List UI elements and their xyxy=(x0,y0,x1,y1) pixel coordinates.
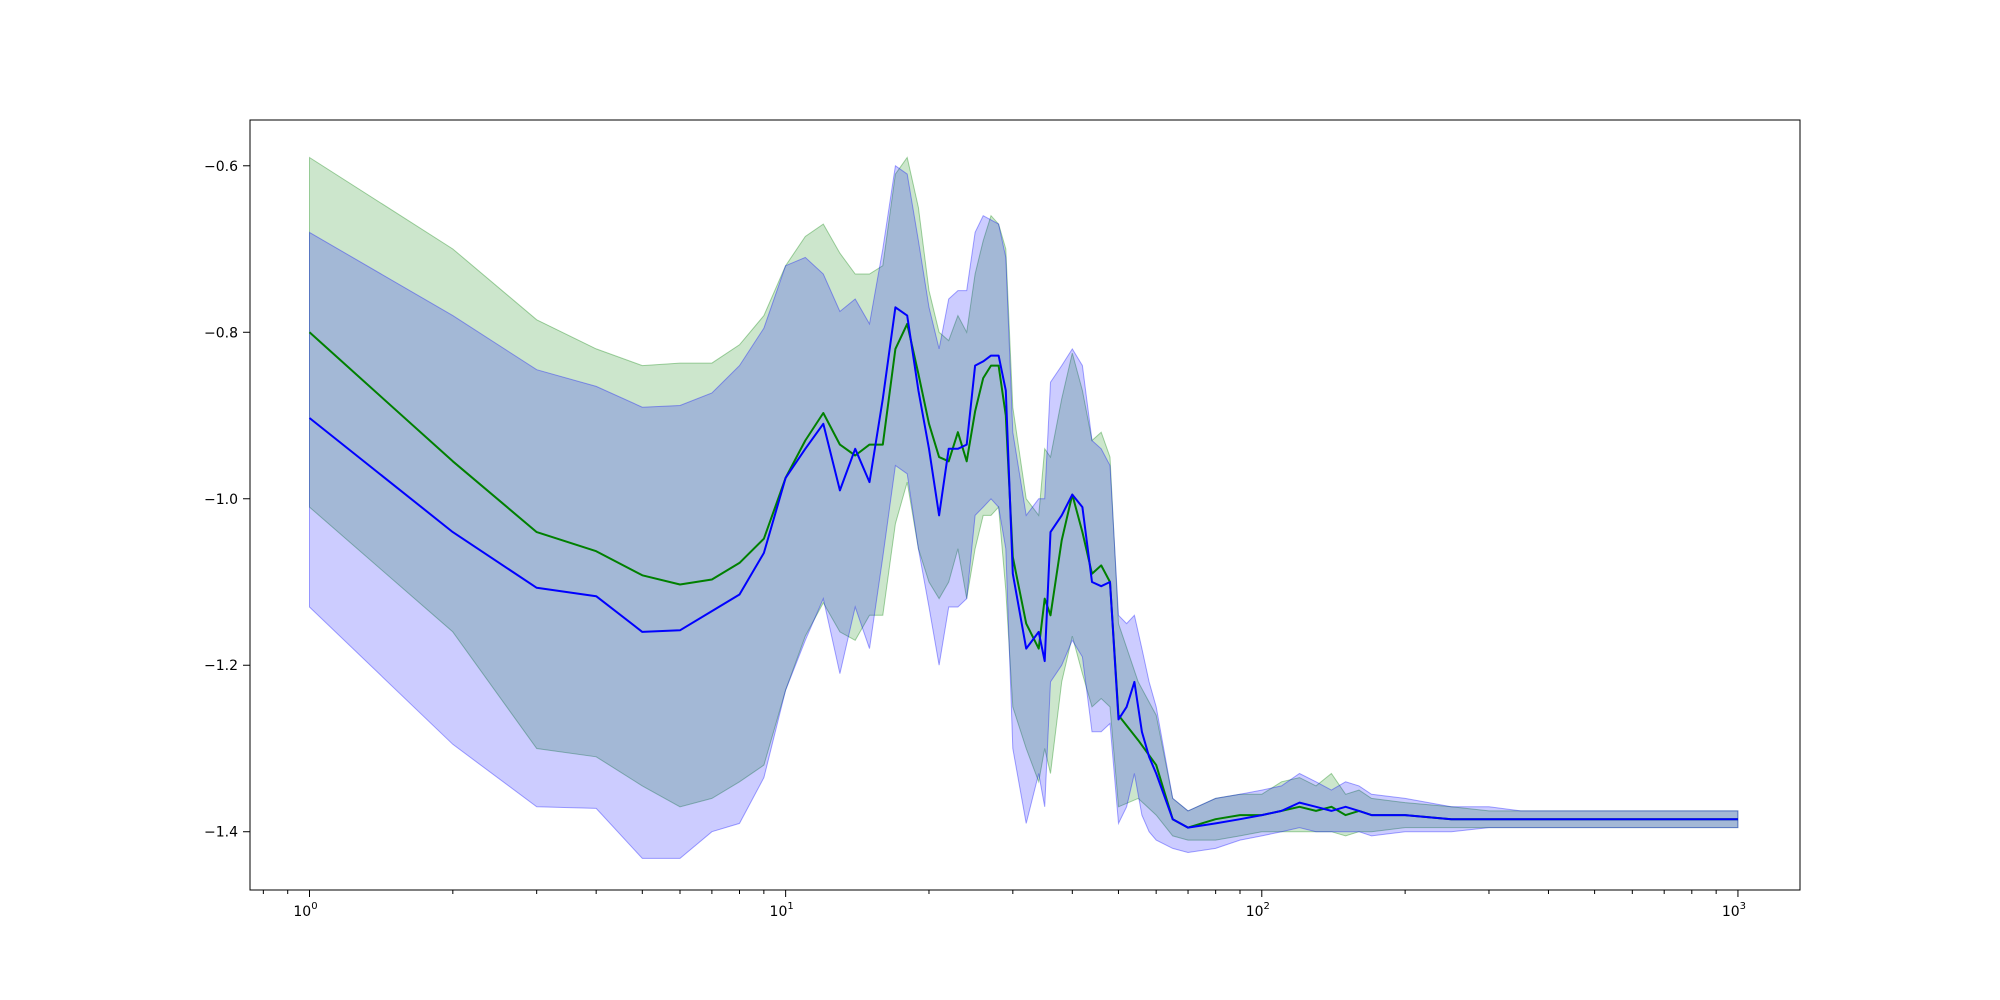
y-axis: −0.6 −0.8 −1.0 −1.2 −1.4 xyxy=(204,159,250,841)
series-2-band xyxy=(309,164,1739,859)
x-tick-label: 103 xyxy=(1722,901,1746,920)
y-tick-label: −1.4 xyxy=(204,825,238,841)
x-tick-label: 102 xyxy=(1246,901,1270,920)
x-axis: 100 101 102 103 xyxy=(262,890,1746,920)
confidence-bands xyxy=(309,156,1739,859)
y-tick-label: −0.8 xyxy=(204,325,238,341)
series-1-band xyxy=(309,156,1739,841)
y-tick-label: −0.6 xyxy=(204,159,238,175)
series-lines xyxy=(308,306,1738,829)
series-2-line xyxy=(308,306,1738,829)
y-tick-label: −1.2 xyxy=(204,658,238,674)
y-tick-label: −1.0 xyxy=(204,492,238,508)
x-tick-label: 100 xyxy=(293,901,317,920)
x-tick-label: 101 xyxy=(770,901,794,920)
axes-frame xyxy=(249,119,1801,891)
